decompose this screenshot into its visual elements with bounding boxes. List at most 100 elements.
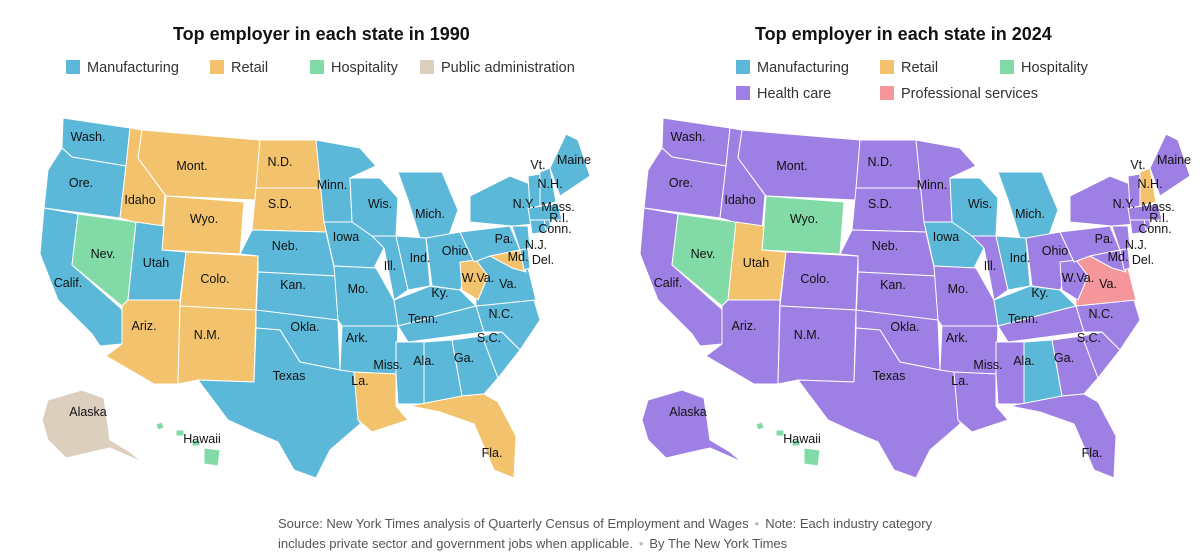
y2024-label-ne: Neb. [872,239,898,253]
y1990-label-mt: Mont. [176,159,207,173]
legend-swatch [210,60,224,74]
y1990-label-wi: Wis. [368,197,392,211]
y1990-state-me [549,133,591,197]
y2024-label-ri: R.I. [1149,211,1168,225]
y2024-state-az [705,299,781,385]
y1990-label-pa: Pa. [495,232,514,246]
y2024-state-nm [777,305,857,385]
y1990-label-ne: Neb. [272,239,298,253]
y1990-label-nm: N.M. [194,328,220,342]
y2024-label-de: Del. [1132,253,1154,267]
y2024-label-id: Idaho [724,193,755,207]
legend-label: Manufacturing [87,60,179,76]
y1990-label-ak: Alaska [69,405,107,419]
y2024-label-in: Ind. [1010,251,1031,265]
y1990-label-in: Ind. [410,251,431,265]
y1990-legend-retail: Retail [210,58,268,78]
y1990-label-nv: Nev. [91,247,116,261]
y1990-label-id: Idaho [124,193,155,207]
y2024-state-hi [755,421,821,467]
y1990-state-mt [137,129,261,201]
y1990-state-ma [527,203,563,221]
y2024-label-va: Va. [1099,277,1117,291]
y2024-label-vt: Vt. [1130,158,1145,172]
y1990-label-me: Maine [557,153,591,167]
y2024-label-ms: Miss. [973,358,1002,372]
legend-label: Manufacturing [757,60,849,76]
y1990-label-ut: Utah [143,256,169,270]
y2024-state-me [1149,133,1191,197]
y1990-label-ca: Calif. [54,276,82,290]
y1990-label-sc: S.C. [477,331,501,345]
y2024-label-ca: Calif. [654,276,682,290]
y1990-state-ky [393,285,477,327]
y1990-state-nj [511,225,531,251]
y2024-label-mi: Mich. [1015,207,1045,221]
y1990-label-il: Ill. [384,259,397,273]
y1990-label-md: Md. [508,250,529,264]
y2024-label-ak: Alaska [669,405,707,419]
y1990-label-nj: N.J. [525,238,547,252]
y1990-label-mn: Minn. [317,178,348,192]
y2024-legend-professional-services: Professional services [880,84,1038,104]
credit-text: By The New York Times [649,536,788,551]
y1990-label-de: Del. [532,253,554,267]
y1990-label-mi: Mich. [415,207,445,221]
y2024-label-ks: Kan. [880,278,906,292]
y1990-state-az [105,299,181,385]
y1990-label-vt: Vt. [530,158,545,172]
y1990-label-va: Va. [499,277,517,291]
map-panel-1990: Top employer in each state in 1990 Manuf… [0,0,600,500]
y2024-legend-manufacturing: Manufacturing [736,58,849,78]
map-panel-2024: Top employer in each state in 2024 Manuf… [600,0,1200,500]
legend-swatch [880,86,894,100]
y1990-label-mo: Mo. [348,282,369,296]
y2024-label-nv: Nev. [691,247,716,261]
map-title-1990: Top employer in each state in 1990 [173,24,470,44]
map-title-2024: Top employer in each state in 2024 [755,24,1052,44]
legend-swatch [1000,60,1014,74]
source-text: Source: New York Times analysis of Quart… [278,516,749,531]
legend-swatch [880,60,894,74]
legend-swatch [736,60,750,74]
y2024-state-fl [1009,393,1117,479]
y1990-label-co: Colo. [200,272,229,286]
y2024-label-nh: N.H. [1138,177,1163,191]
y1990-label-ga: Ga. [454,351,474,365]
y2024-label-wi: Wis. [968,197,992,211]
y1990-label-fl: Fla. [482,446,503,460]
y1990-state-ak [41,389,143,463]
y2024-state-ma [1127,203,1163,221]
y2024-legend-hospitality: Hospitality [1000,58,1088,78]
y1990-legend-public-administration: Public administration [420,58,575,78]
y1990-state-fl [409,393,517,479]
y1990-label-ct: Conn. [538,222,571,236]
y2024-state-ga [1051,335,1099,397]
y2024-state-tx [797,327,961,479]
source-note: Source: New York Times analysis of Quart… [278,516,933,551]
y1990-label-wa: Wash. [71,130,106,144]
y2024-state-il [971,235,1009,301]
y2024-state-nj [1111,225,1131,251]
y2024-label-ar: Ark. [946,331,968,345]
y2024-label-fl: Fla. [1082,446,1103,460]
y1990-state-il [371,235,409,301]
y2024-label-ct: Conn. [1138,222,1171,236]
y1990-label-sd: S.D. [268,197,292,211]
y2024-state-mi [997,171,1059,239]
y1990-state-nm [177,305,257,385]
y1990-legend-manufacturing: Manufacturing [66,58,179,78]
y1990-label-wv: W.Va. [462,271,494,285]
y2024-state-ak [641,389,743,463]
y1990-state-md [489,249,527,273]
y2024-state-mt [737,129,861,201]
legend-label: Hospitality [331,60,398,76]
note-text: Note: Each industry category includes pr… [278,516,933,551]
y1990-label-ar: Ark. [346,331,368,345]
y1990-label-al: Ala. [413,354,435,368]
y2024-label-sd: S.D. [868,197,892,211]
y2024-label-ky: Ky. [1031,286,1048,300]
y2024-label-wa: Wash. [671,130,706,144]
legend-swatch [420,60,434,74]
legend-label: Public administration [441,60,575,76]
